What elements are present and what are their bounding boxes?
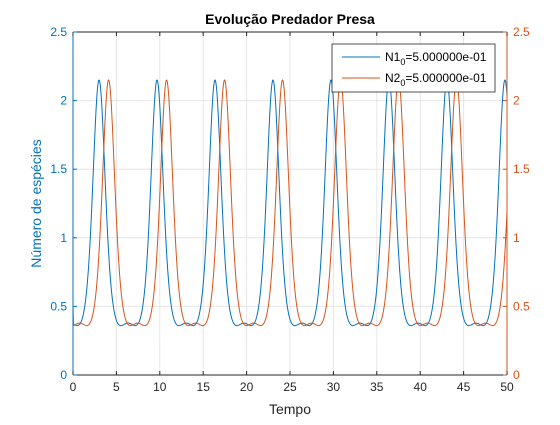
y-right-tick-label: 2 xyxy=(513,94,520,108)
legend-n1-sub: 0 xyxy=(400,57,405,67)
legend-n1-suffix: =5.000000e-01 xyxy=(405,50,486,64)
x-tick-label: 30 xyxy=(327,380,341,394)
x-tick-label: 15 xyxy=(197,380,211,394)
x-tick-label: 25 xyxy=(283,380,297,394)
x-tick-label: 5 xyxy=(113,380,120,394)
legend-n2-sub: 0 xyxy=(400,78,405,88)
legend: N10=5.000000e-01 N20=5.000000e-01 xyxy=(331,43,496,93)
x-tick-label: 40 xyxy=(414,380,428,394)
chart-title: Evolução Predador Presa xyxy=(205,11,375,27)
legend-n2-suffix: =5.000000e-01 xyxy=(405,71,486,85)
x-tick-label: 0 xyxy=(70,380,77,394)
y-right-tick-label: 1.5 xyxy=(513,162,530,176)
y-left-tick-label: 1 xyxy=(60,231,67,245)
legend-entry-n1: N10=5.000000e-01 xyxy=(385,50,487,67)
x-tick-label: 35 xyxy=(370,380,384,394)
y-left-tick-label: 1.5 xyxy=(50,162,67,176)
x-axis-label: Tempo xyxy=(269,401,311,417)
legend-box xyxy=(331,43,496,93)
series-line-n2 xyxy=(72,79,508,327)
y-left-tick-label: 0.5 xyxy=(50,299,67,313)
series-layer xyxy=(72,79,508,327)
legend-n1-base: N1 xyxy=(385,50,401,64)
ticks: 0 5 10 15 20 25 30 35 40 45 5000.511.522.500.511.5… xyxy=(50,25,530,394)
x-tick-label: 20 xyxy=(240,380,254,394)
y-right-tick-label: 2.5 xyxy=(513,25,530,39)
y-left-tick-label: 2.5 xyxy=(50,25,67,39)
y-right-tick-label: 0 xyxy=(513,368,520,382)
x-tick-label: 45 xyxy=(457,380,471,394)
series-line-n1 xyxy=(72,79,508,327)
legend-n2-base: N2 xyxy=(385,71,401,85)
y-axis-label: Número de espécies xyxy=(28,139,44,267)
y-left-tick-label: 0 xyxy=(60,368,67,382)
legend-entry-n2: N20=5.000000e-01 xyxy=(385,71,487,88)
y-right-tick-label: 0.5 xyxy=(513,299,530,313)
x-tick-label: 10 xyxy=(153,380,167,394)
y-left-tick-label: 2 xyxy=(60,94,67,108)
y-right-tick-label: 1 xyxy=(513,231,520,245)
x-tick-label: 50 xyxy=(500,380,514,394)
